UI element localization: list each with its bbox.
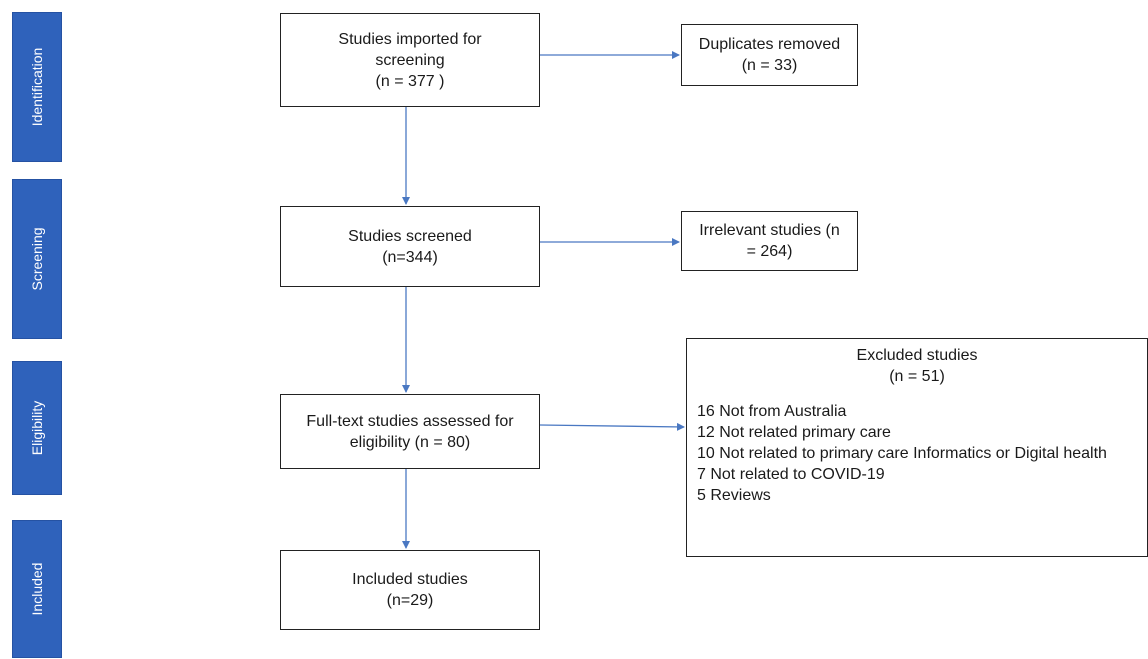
- stage-eligibility: Eligibility: [12, 361, 62, 495]
- box-studies-imported: Studies imported for screening (n = 377 …: [280, 13, 540, 107]
- included-line1: Included studies: [352, 571, 468, 588]
- box-full-text-assessed: Full-text studies assessed for eligibili…: [280, 394, 540, 469]
- box-duplicates-removed: Duplicates removed (n = 33): [681, 24, 858, 86]
- excluded-reason: 10 Not related to primary care Informati…: [697, 445, 1107, 462]
- screened-line1: Studies screened: [348, 227, 472, 245]
- excluded-reason: 5 Reviews: [697, 487, 771, 504]
- box-included-studies: Included studies (n=29): [280, 550, 540, 630]
- irrelevant-line2: = 264): [746, 243, 793, 260]
- duplicates-line1: Duplicates removed: [698, 36, 841, 53]
- arrow-fulltext-to-excluded: [539, 422, 685, 431]
- duplicates-count: (n = 33): [741, 57, 798, 74]
- stage-screening: Screening: [12, 179, 62, 339]
- included-count: (n=29): [386, 592, 434, 609]
- imported-count: (n = 377 ): [375, 72, 445, 90]
- screened-count: (n=344): [382, 248, 438, 266]
- fulltext-line1: Full-text studies assessed for: [306, 412, 514, 430]
- excluded-reasons-list: 16 Not from Australia 12 Not related pri…: [697, 401, 1147, 506]
- excluded-reason: 16 Not from Australia: [697, 403, 847, 420]
- excluded-count: (n = 51): [889, 368, 945, 385]
- imported-line2: screening: [375, 51, 445, 69]
- stage-included: Included: [12, 520, 62, 658]
- box-excluded-studies: Excluded studies (n = 51) 16 Not from Au…: [686, 338, 1148, 557]
- excluded-title: Excluded studies: [856, 347, 978, 364]
- excluded-reason: 12 Not related primary care: [697, 424, 891, 441]
- stage-identification: Identification: [12, 12, 62, 162]
- box-studies-screened: Studies screened (n=344): [280, 206, 540, 287]
- excluded-reason: 7 Not related to COVID-19: [697, 466, 885, 483]
- imported-line1: Studies imported for: [338, 30, 482, 48]
- box-irrelevant-studies: Irrelevant studies (n = 264): [681, 211, 858, 271]
- fulltext-line2: eligibility (n = 80): [349, 433, 471, 451]
- irrelevant-line1: Irrelevant studies (n: [699, 222, 840, 239]
